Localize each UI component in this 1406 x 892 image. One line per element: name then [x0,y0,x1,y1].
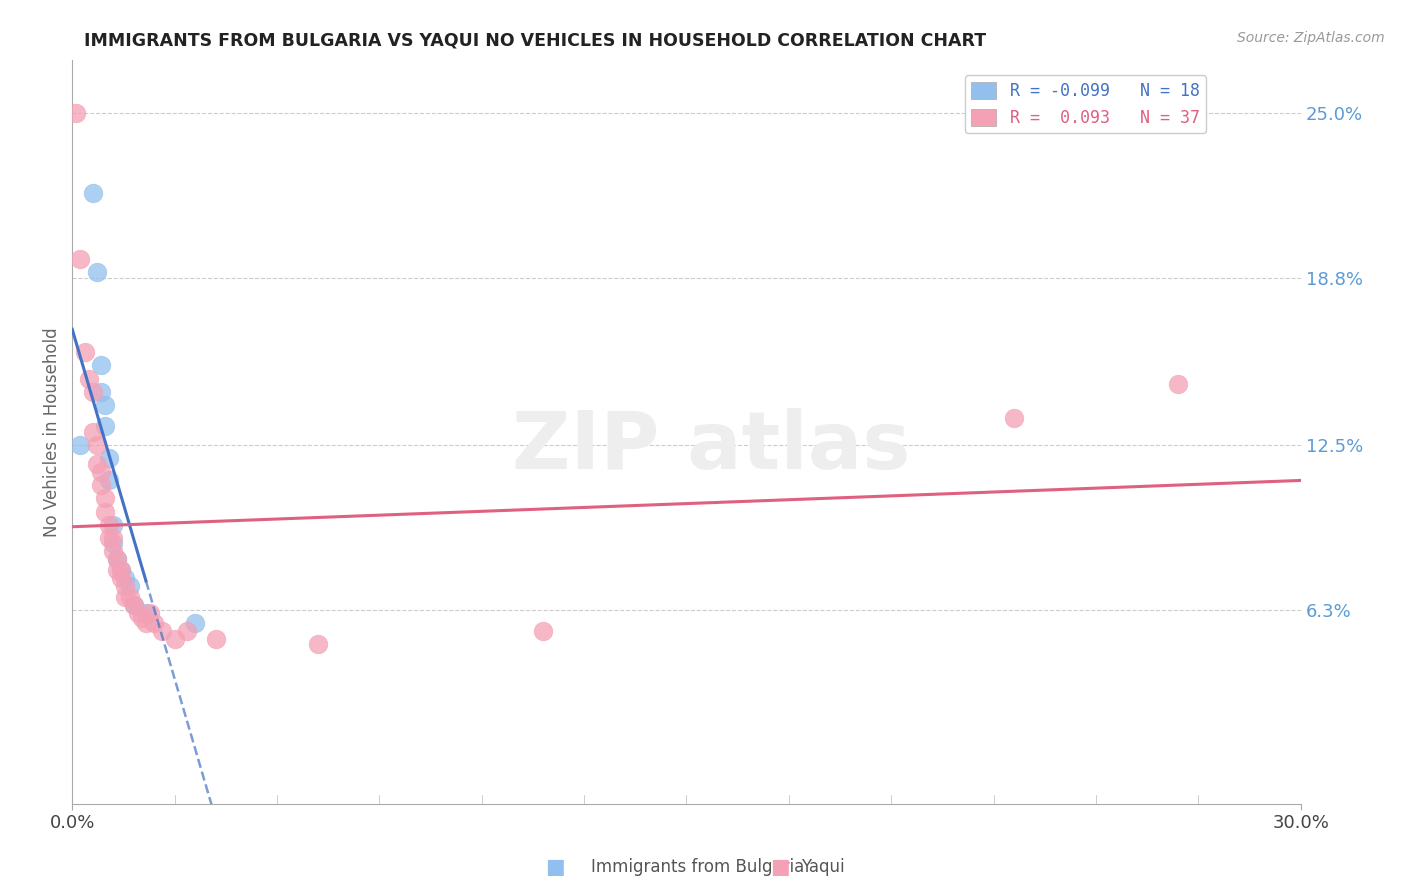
Legend: R = -0.099   N = 18, R =  0.093   N = 37: R = -0.099 N = 18, R = 0.093 N = 37 [965,76,1206,134]
Point [90,478,112,492]
Point [1002,411,1025,425]
Point [86,438,108,452]
Point [135,606,157,620]
Point [98,473,121,487]
Point [110,563,132,577]
Point [307,638,329,652]
Point [90,465,112,479]
Point [176,624,198,639]
Point [90,359,112,373]
Point [73,345,96,359]
Point [101,531,124,545]
Point [163,632,186,647]
Point [69,438,91,452]
Point [101,517,124,532]
Point [114,571,136,585]
Point [77,371,100,385]
Point [101,544,124,558]
Point [82,384,104,399]
Point [114,590,136,604]
Text: ■: ■ [770,857,790,877]
Point [110,563,132,577]
Point [101,536,124,550]
Point [150,624,173,639]
Point [86,457,108,471]
Point [86,265,108,279]
Point [98,531,121,545]
Point [131,611,153,625]
Point [110,571,132,585]
Point [118,590,141,604]
Point [98,517,121,532]
Text: Immigrants from Bulgaria: Immigrants from Bulgaria [591,858,804,876]
Y-axis label: No Vehicles in Household: No Vehicles in Household [44,327,60,537]
Point [94,398,117,412]
Point [105,552,128,566]
Point [94,491,117,506]
Point [122,598,145,612]
Point [184,616,207,631]
Point [105,563,128,577]
Point [90,384,112,399]
Point [204,632,226,647]
Point [122,598,145,612]
Text: IMMIGRANTS FROM BULGARIA VS YAQUI NO VEHICLES IN HOUSEHOLD CORRELATION CHART: IMMIGRANTS FROM BULGARIA VS YAQUI NO VEH… [84,31,987,49]
Point [82,425,104,439]
Point [82,186,104,200]
Point [531,624,554,639]
Point [1167,376,1189,391]
Point [94,419,117,434]
Text: ZIP atlas: ZIP atlas [512,408,910,485]
Point [94,504,117,518]
Point [118,579,141,593]
Point [98,451,121,466]
Point [135,616,157,631]
Text: ■: ■ [546,857,565,877]
Point [105,552,128,566]
Point [114,579,136,593]
Point [143,616,166,631]
Point [65,105,87,120]
Text: Source: ZipAtlas.com: Source: ZipAtlas.com [1237,31,1385,45]
Text: Yaqui: Yaqui [801,858,845,876]
Point [127,606,149,620]
Point [69,252,91,266]
Point [139,606,162,620]
